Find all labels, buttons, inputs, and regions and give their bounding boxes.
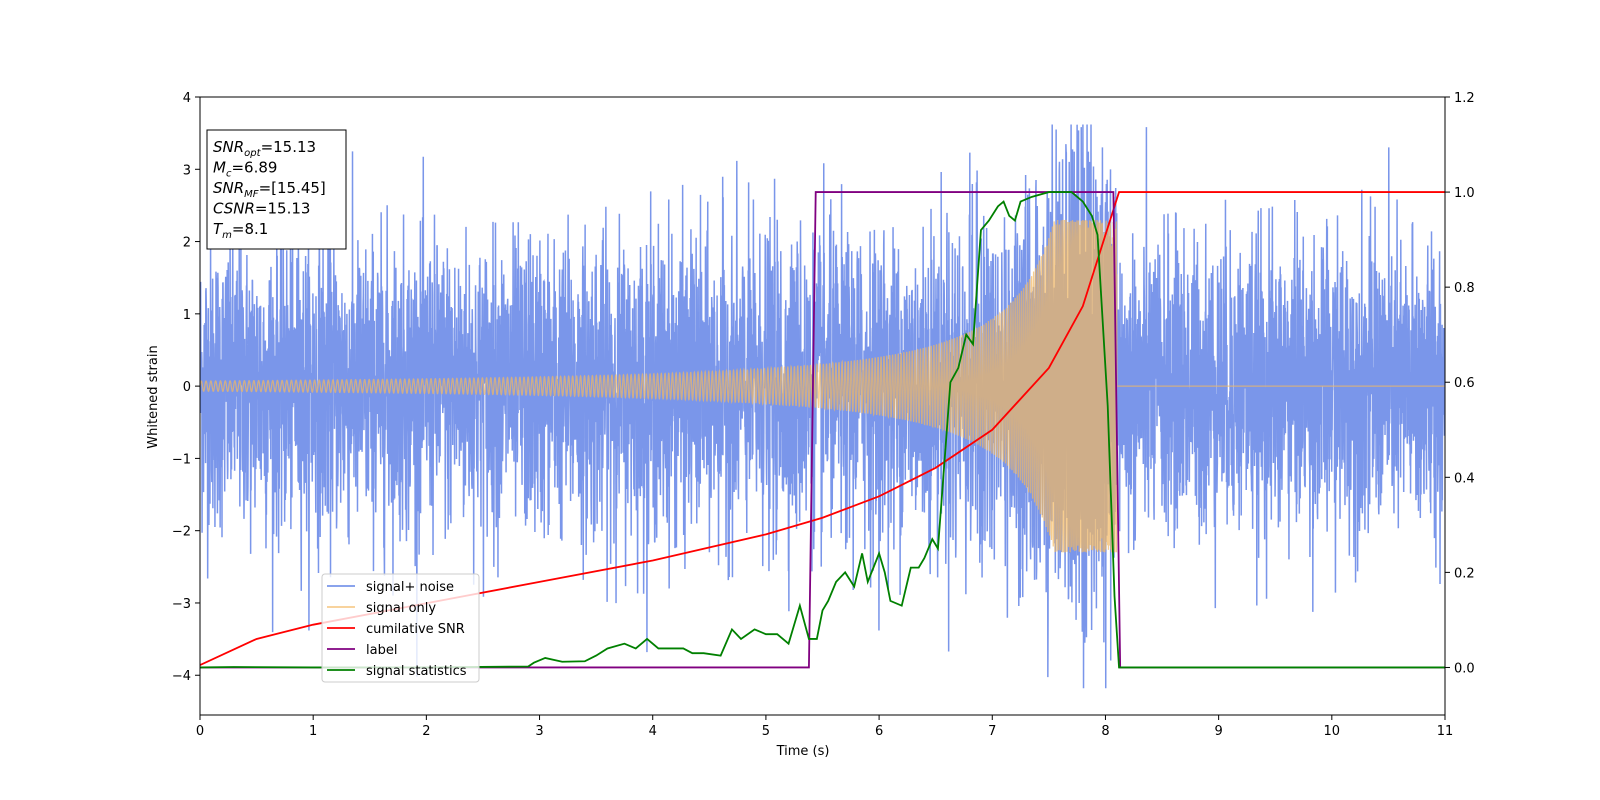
legend-frame [321,573,480,683]
x-tick-label: 6 [875,724,883,739]
y2-tick-label: 0.6 [1454,376,1475,391]
series-signal-statistics-line [200,191,1445,669]
annotation-line: Mc=6.89 [213,159,277,180]
legend-entry-label: signal statistics [366,664,467,679]
x-axis-label: Time (s) [776,744,830,759]
x-tick-label: 10 [1324,724,1341,739]
series-signal-plus-noise-line [200,124,1445,689]
y-tick-label: 4 [183,91,191,106]
y-tick-label: 3 [183,163,191,178]
legend-entry-label: signal only [366,601,436,616]
annotation-line: SNRopt=15.13 [213,138,316,159]
legend-entry-label: label [366,643,397,658]
y2-tick-label: 0.2 [1454,566,1475,581]
x-tick-label: 4 [649,724,657,739]
annotation-box: SNRopt=15.13Mc=6.89SNRMF=[15.45]CSNR=15.… [206,129,347,250]
y-tick-label: 0 [183,380,191,395]
plot-frame [199,96,1446,716]
legend: signal+ noise signal only cumilative SNR la… [321,573,480,683]
y-tick-label: −3 [172,597,191,612]
annotation-box-frame [206,129,347,250]
y-axis-label: Whitened strain [146,345,161,448]
y-tick-label: 2 [183,236,191,251]
x-tick-label: 0 [196,724,204,739]
annotation-line: CSNR=15.13 [213,200,310,218]
x-tick-label: 1 [309,724,317,739]
annotation-line: SNRMF=[15.45] [213,179,326,200]
y2-tick-label: 0.8 [1454,281,1475,296]
x-tick-label: 7 [988,724,996,739]
axes: 0 1 2 3 4 5 6 7 8 9 10 11 −4 −3 −2 −1 0 1 2 3 4 0.0 0.2 0.4 0.6 0… [172,91,1475,739]
y2-tick-label: 0.4 [1454,471,1475,486]
series-signal-only-line [200,219,1445,553]
y2-tick-label: 0.0 [1454,661,1475,676]
x-tick-label: 9 [1214,724,1222,739]
y-tick-label: −2 [172,525,191,540]
x-tick-label: 2 [422,724,430,739]
annotation-line: Tm=8.1 [213,220,268,241]
x-tick-label: 8 [1101,724,1109,739]
y-tick-label: −4 [172,669,191,684]
y-tick-label: 1 [183,308,191,323]
y2-tick-label: 1.0 [1454,186,1475,201]
legend-entry-label: cumilative SNR [366,622,465,637]
y2-tick-label: 1.2 [1454,91,1475,106]
y-tick-label: −1 [172,452,191,467]
legend-entry-label: signal+ noise [366,580,454,595]
x-tick-label: 3 [535,724,543,739]
x-tick-label: 11 [1437,724,1454,739]
x-tick-label: 5 [762,724,770,739]
